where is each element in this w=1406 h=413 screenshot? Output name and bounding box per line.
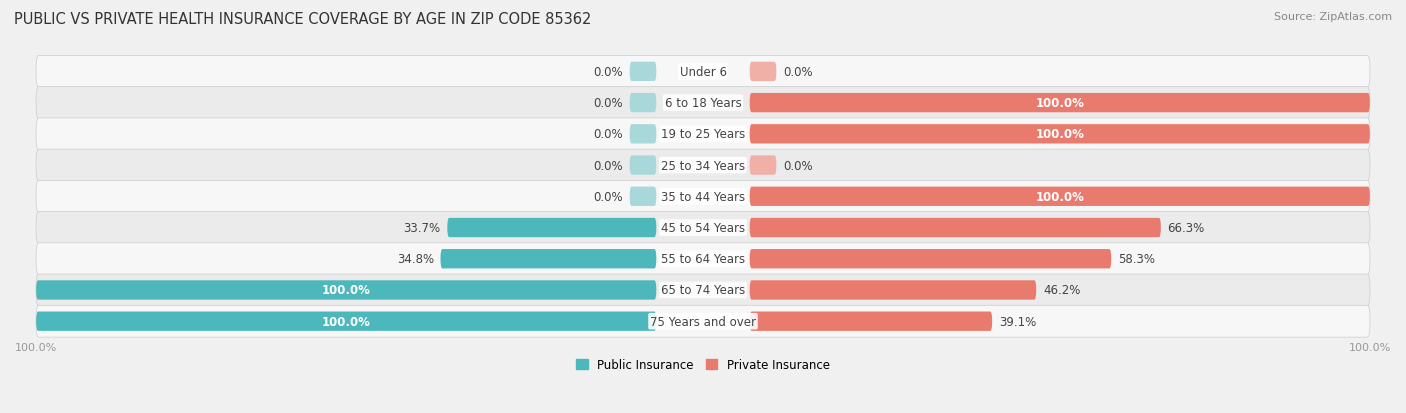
Text: 55 to 64 Years: 55 to 64 Years [661, 253, 745, 266]
FancyBboxPatch shape [749, 62, 776, 82]
Text: PUBLIC VS PRIVATE HEALTH INSURANCE COVERAGE BY AGE IN ZIP CODE 85362: PUBLIC VS PRIVATE HEALTH INSURANCE COVER… [14, 12, 592, 27]
Text: 0.0%: 0.0% [593, 159, 623, 172]
Text: 25 to 34 Years: 25 to 34 Years [661, 159, 745, 172]
FancyBboxPatch shape [37, 212, 1369, 244]
Text: Under 6: Under 6 [679, 66, 727, 79]
Text: 6 to 18 Years: 6 to 18 Years [665, 97, 741, 110]
FancyBboxPatch shape [37, 56, 1369, 88]
Text: 0.0%: 0.0% [593, 97, 623, 110]
Text: 0.0%: 0.0% [593, 128, 623, 141]
Text: 58.3%: 58.3% [1118, 253, 1154, 266]
FancyBboxPatch shape [447, 218, 657, 237]
FancyBboxPatch shape [749, 156, 776, 175]
FancyBboxPatch shape [749, 218, 1161, 237]
FancyBboxPatch shape [630, 125, 657, 144]
FancyBboxPatch shape [37, 306, 1369, 337]
FancyBboxPatch shape [37, 280, 657, 300]
Text: 100.0%: 100.0% [322, 284, 371, 297]
FancyBboxPatch shape [37, 274, 1369, 306]
FancyBboxPatch shape [630, 62, 657, 82]
FancyBboxPatch shape [630, 187, 657, 206]
Text: 100.0%: 100.0% [1035, 190, 1084, 203]
FancyBboxPatch shape [749, 280, 1036, 300]
Text: 100.0%: 100.0% [322, 315, 371, 328]
FancyBboxPatch shape [37, 243, 1369, 275]
FancyBboxPatch shape [749, 249, 1111, 269]
Text: 34.8%: 34.8% [396, 253, 434, 266]
FancyBboxPatch shape [37, 312, 657, 331]
Text: 0.0%: 0.0% [593, 66, 623, 79]
Text: 0.0%: 0.0% [783, 159, 813, 172]
FancyBboxPatch shape [630, 156, 657, 175]
Text: 19 to 25 Years: 19 to 25 Years [661, 128, 745, 141]
Legend: Public Insurance, Private Insurance: Public Insurance, Private Insurance [571, 354, 835, 376]
Text: 66.3%: 66.3% [1167, 221, 1205, 235]
FancyBboxPatch shape [749, 187, 1369, 206]
Text: 100.0%: 100.0% [1035, 128, 1084, 141]
FancyBboxPatch shape [440, 249, 657, 269]
Text: 45 to 54 Years: 45 to 54 Years [661, 221, 745, 235]
FancyBboxPatch shape [749, 125, 1369, 144]
FancyBboxPatch shape [749, 312, 993, 331]
Text: 0.0%: 0.0% [593, 190, 623, 203]
FancyBboxPatch shape [37, 119, 1369, 150]
Text: 75 Years and over: 75 Years and over [650, 315, 756, 328]
Text: Source: ZipAtlas.com: Source: ZipAtlas.com [1274, 12, 1392, 22]
Text: 39.1%: 39.1% [998, 315, 1036, 328]
FancyBboxPatch shape [37, 150, 1369, 182]
Text: 46.2%: 46.2% [1043, 284, 1080, 297]
FancyBboxPatch shape [37, 181, 1369, 213]
Text: 65 to 74 Years: 65 to 74 Years [661, 284, 745, 297]
Text: 100.0%: 100.0% [1035, 97, 1084, 110]
FancyBboxPatch shape [37, 88, 1369, 119]
FancyBboxPatch shape [749, 94, 1369, 113]
FancyBboxPatch shape [630, 94, 657, 113]
Text: 0.0%: 0.0% [783, 66, 813, 79]
Text: 33.7%: 33.7% [404, 221, 440, 235]
Text: 35 to 44 Years: 35 to 44 Years [661, 190, 745, 203]
